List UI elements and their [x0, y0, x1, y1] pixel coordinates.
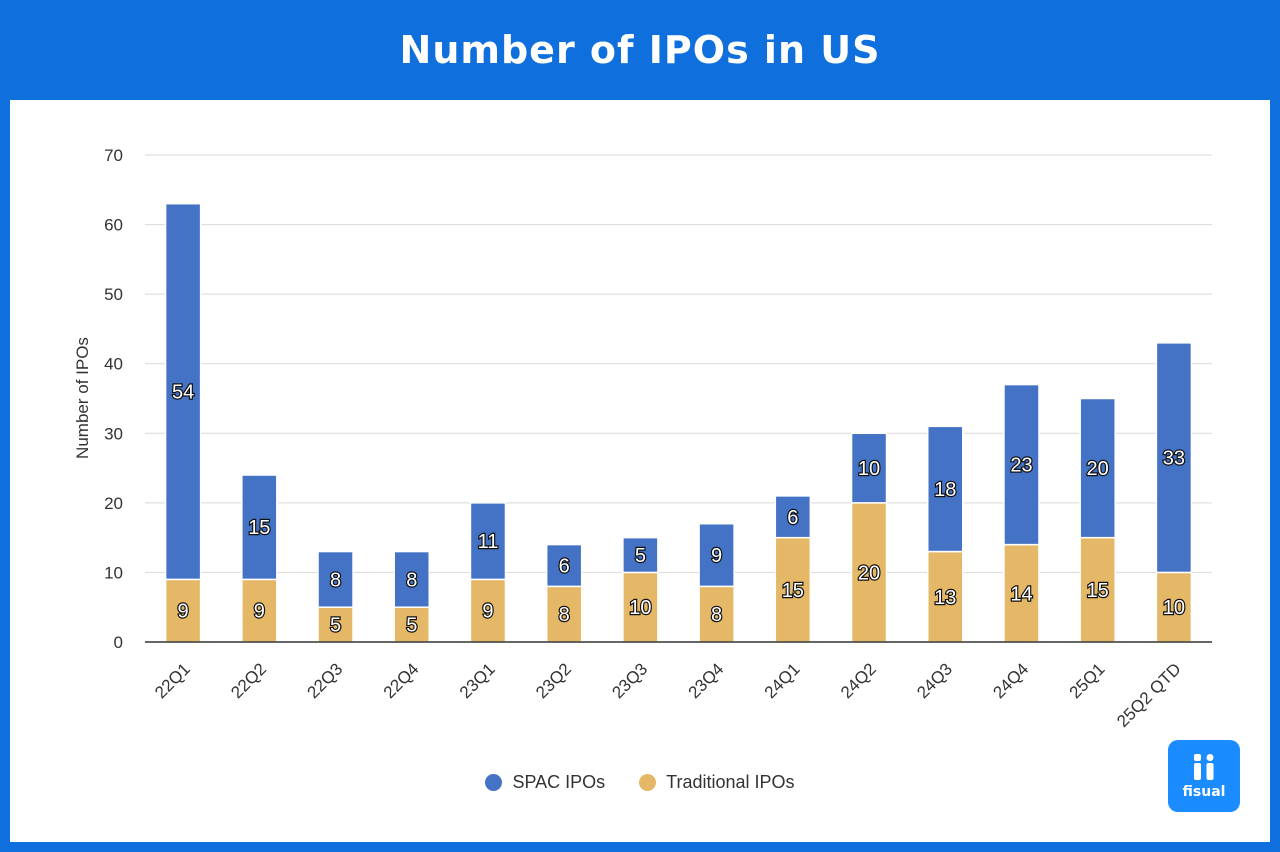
y-tick-label: 0	[114, 633, 123, 652]
data-label: 5	[330, 615, 341, 637]
data-label: 23	[1010, 455, 1032, 477]
bar-spac-23q2	[545, 543, 583, 588]
y-tick-label: 20	[104, 494, 123, 513]
y-tick-label: 60	[104, 216, 123, 235]
x-tick-label: 22Q1	[151, 659, 194, 702]
bar-spac-23q1	[469, 502, 507, 581]
data-label: 10	[858, 458, 880, 480]
legend-item-traditional[interactable]: Traditional IPOs	[639, 772, 795, 793]
bar-traditional-23q4	[698, 585, 735, 643]
bar-spac-23q3	[622, 536, 659, 574]
data-label: 5	[406, 615, 417, 637]
x-tick-label: 24Q2	[837, 659, 880, 702]
chart-panel: 0 10 20 30 40 50 60 70 Number of IPOs 9 54 9 15 5 8 5…	[10, 100, 1270, 842]
legend-label-spac: SPAC IPOs	[512, 772, 606, 792]
legend-label-traditional: Traditional IPOs	[666, 772, 795, 792]
data-label: 11	[478, 531, 499, 553]
x-tick-label: 22Q2	[227, 659, 270, 702]
x-tick-label: 24Q3	[913, 659, 956, 702]
logo-text: fisual	[1182, 784, 1226, 800]
y-tick-label: 40	[104, 355, 123, 374]
fisual-logo-icon	[1194, 754, 1214, 780]
data-label: 6	[559, 555, 570, 577]
bar-spac-24q4	[1003, 383, 1040, 546]
bar-traditional-24q4	[1003, 543, 1040, 643]
bar-spac-24q3	[927, 425, 964, 553]
data-label: 9	[711, 545, 722, 567]
data-label: 33	[1163, 448, 1185, 470]
x-tick-label: 25Q1	[1066, 659, 1109, 702]
y-axis-ticks: 0 10 20 30 40 50 60 70	[104, 146, 123, 652]
bar-spac-24q2	[850, 432, 888, 504]
x-tick-label: 22Q4	[380, 659, 423, 702]
data-label: 9	[482, 601, 493, 623]
data-label: 18	[934, 479, 956, 501]
data-label: 14	[1010, 583, 1032, 605]
bar-spac-24q1	[774, 495, 812, 539]
data-label: 8	[711, 604, 722, 626]
x-axis-ticks: 22Q1 22Q2 22Q3 22Q4 23Q1 23Q2 23Q3 23Q4 24Q1 24Q2…	[151, 659, 1185, 731]
bar-spac-22q2	[241, 474, 278, 581]
y-tick-label: 10	[104, 563, 123, 582]
bar-spac-23q4	[698, 522, 735, 588]
data-label: 15	[248, 517, 270, 539]
bar-spac-22q1	[164, 202, 202, 581]
data-label: 15	[1087, 580, 1109, 602]
bar-spac-25q2-qtd	[1155, 342, 1193, 574]
x-tick-label: 24Q4	[989, 659, 1032, 702]
bar-chart: 0 10 20 30 40 50 60 70 Number of IPOs 9 54 9 15 5 8 5…	[73, 146, 1212, 731]
bars	[164, 202, 1193, 643]
y-tick-label: 70	[104, 146, 123, 165]
chart-title: Number of IPOs in US	[399, 28, 881, 72]
bar-spac-25q1	[1079, 397, 1116, 539]
data-label: 13	[934, 587, 956, 609]
legend-item-spac[interactable]: SPAC IPOs	[485, 772, 605, 793]
x-tick-label: 24Q1	[761, 659, 804, 702]
data-label: 9	[178, 601, 189, 623]
data-label: 15	[782, 580, 804, 602]
bar-traditional-22q2	[241, 578, 278, 643]
y-tick-label: 30	[104, 424, 123, 443]
x-tick-label: 25Q2 QTD	[1113, 659, 1185, 731]
bar-traditional-22q3	[317, 606, 354, 643]
data-label: 6	[787, 507, 798, 529]
data-label: 10	[629, 597, 651, 619]
x-tick-label: 23Q4	[685, 659, 728, 702]
data-label: 9	[254, 601, 265, 623]
legend-swatch-traditional	[639, 774, 657, 791]
data-label: 8	[330, 569, 341, 591]
gridlines	[145, 154, 1212, 573]
x-tick-label: 22Q3	[304, 659, 347, 702]
data-label: 20	[858, 562, 880, 584]
bar-spac-22q4	[393, 550, 430, 608]
fisual-logo: fisual	[1168, 740, 1240, 812]
data-label: 8	[406, 569, 417, 591]
bar-traditional-24q1	[774, 536, 812, 643]
x-tick-label: 23Q3	[608, 659, 651, 702]
legend-swatch-spac	[485, 774, 503, 791]
x-tick-label: 23Q2	[532, 659, 575, 702]
bar-spac-22q3	[317, 550, 354, 608]
header-bar: Number of IPOs in US	[0, 0, 1280, 100]
data-label: 20	[1087, 458, 1109, 480]
data-labels: 9 54 9 15 5 8 5 8 9 11 8 6 10 5 8 9 15 6 20 10 13 18 14 23 15 20 1…	[171, 380, 1186, 637]
data-label: 8	[559, 604, 570, 626]
y-axis-label: Number of IPOs	[73, 337, 92, 459]
legend: SPAC IPOs Traditional IPOs	[10, 772, 1270, 793]
bar-traditional-23q2	[545, 585, 583, 643]
data-label: 10	[1163, 597, 1185, 619]
data-label: 54	[172, 382, 194, 404]
x-tick-label: 23Q1	[456, 659, 499, 702]
data-label: 5	[635, 545, 646, 567]
y-tick-label: 50	[104, 285, 123, 304]
